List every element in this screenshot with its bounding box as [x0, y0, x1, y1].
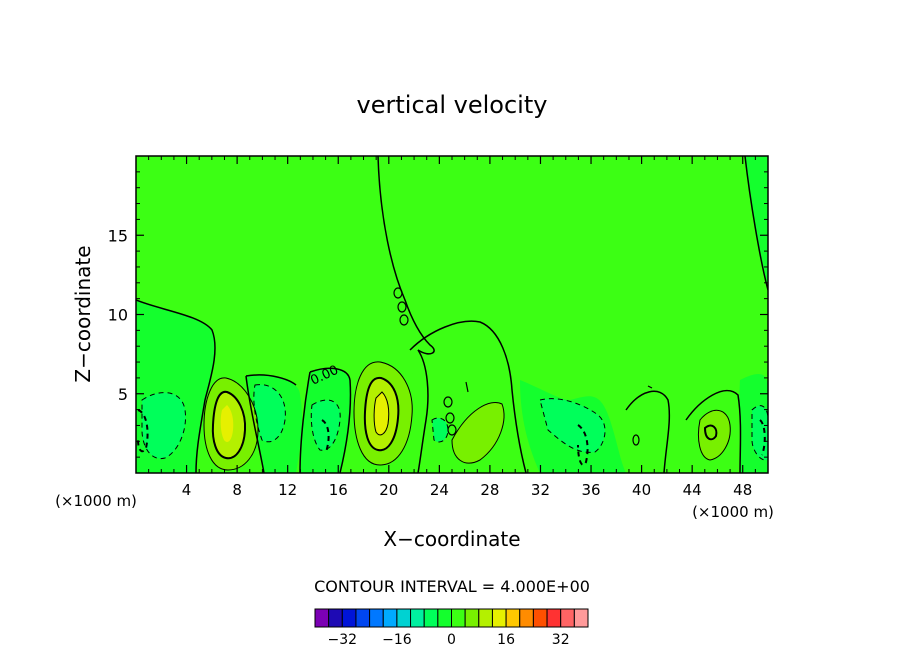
- colorbar-swatch: [341, 608, 357, 628]
- colorbar-label: −16: [382, 632, 412, 648]
- contour-interval-text: CONTOUR INTERVAL = 4.000E+00: [314, 577, 590, 596]
- positive-4-region-center: [452, 402, 504, 464]
- x-axis-ticks: 4 8 12 16 20 24 28 32 36 40 44 48: [148, 156, 756, 499]
- negative-4-region-left: [142, 392, 186, 459]
- x-tick-label: 24: [430, 481, 449, 499]
- y-tick-label: 5: [118, 385, 128, 404]
- colorbar: −32 −16 0 16 32: [314, 608, 589, 648]
- dashed-negative-contours-strong: [137, 409, 766, 466]
- colorbar-swatch: [369, 608, 384, 628]
- x-tick-label: 44: [683, 481, 702, 499]
- small-contour-loops: [393, 287, 653, 446]
- x-unit-label-right: (×1000 m): [692, 503, 774, 521]
- colorbar-swatch: [437, 608, 453, 628]
- x-tick-label: 48: [733, 481, 752, 499]
- negative-4-region-middle-2: [311, 400, 341, 451]
- colorbar-swatch: [505, 608, 521, 628]
- colorbar-label: 32: [552, 632, 570, 648]
- colorbar-swatch: [382, 608, 398, 628]
- colorbar-label: −32: [328, 632, 358, 648]
- colorbar-swatch: [328, 608, 343, 628]
- colorbar-swatch: [573, 608, 589, 628]
- negative-region-upper-right: [745, 156, 768, 290]
- y-axis-ticks: 5 10 15: [108, 171, 768, 458]
- x-unit-label-left: (×1000 m): [55, 492, 137, 510]
- x-tick-label: 40: [632, 481, 651, 499]
- y-axis-label: Z−coordinate: [71, 245, 95, 382]
- positive-12-region-updraft-1: [220, 405, 234, 442]
- x-tick-label: 4: [182, 481, 192, 499]
- y-tick-label: 10: [108, 306, 128, 325]
- colorbar-swatch: [423, 608, 439, 628]
- colorbar-swatch: [464, 608, 480, 628]
- colorbar-label: 16: [497, 632, 515, 648]
- x-tick-label: 36: [581, 481, 600, 499]
- negative-4-region-center: [432, 418, 448, 442]
- thin-contour-lines: [203, 361, 731, 471]
- thick-contour-lines: [211, 376, 718, 460]
- negative-4-region-right: [540, 398, 606, 453]
- colorbar-swatch: [491, 608, 507, 628]
- x-tick-label: 16: [329, 481, 348, 499]
- positive-4-region-right: [698, 410, 731, 460]
- zero-contours: [136, 156, 768, 473]
- negative-4-region-middle: [253, 384, 286, 442]
- x-tick-label: 20: [379, 481, 398, 499]
- positive-12-region-updraft-2: [374, 392, 389, 435]
- dashed-negative-contours: [141, 384, 768, 461]
- colorbar-swatch: [478, 608, 493, 628]
- colorbar-swatch: [355, 608, 371, 628]
- colorbar-swatch: [532, 608, 548, 628]
- colorbar-swatch: [396, 608, 412, 628]
- y-tick-label: 15: [108, 226, 128, 245]
- contour-field: 0.00: [136, 156, 768, 473]
- colorbar-swatch: [410, 608, 425, 628]
- x-tick-label: 32: [531, 481, 550, 499]
- positive-region-right: [626, 391, 670, 473]
- colorbar-swatch: [451, 608, 466, 628]
- x-axis-label: X−coordinate: [383, 527, 520, 551]
- chart-title: vertical velocity: [357, 91, 548, 119]
- colorbar-swatch: [314, 608, 330, 628]
- colorbar-label: 0: [447, 632, 456, 648]
- x-tick-label: 12: [278, 481, 297, 499]
- x-tick-label: 28: [480, 481, 499, 499]
- colorbar-swatch: [560, 608, 575, 628]
- colorbar-swatch: [519, 608, 534, 628]
- colorbar-swatch: [546, 608, 562, 628]
- x-tick-label: 8: [232, 481, 242, 499]
